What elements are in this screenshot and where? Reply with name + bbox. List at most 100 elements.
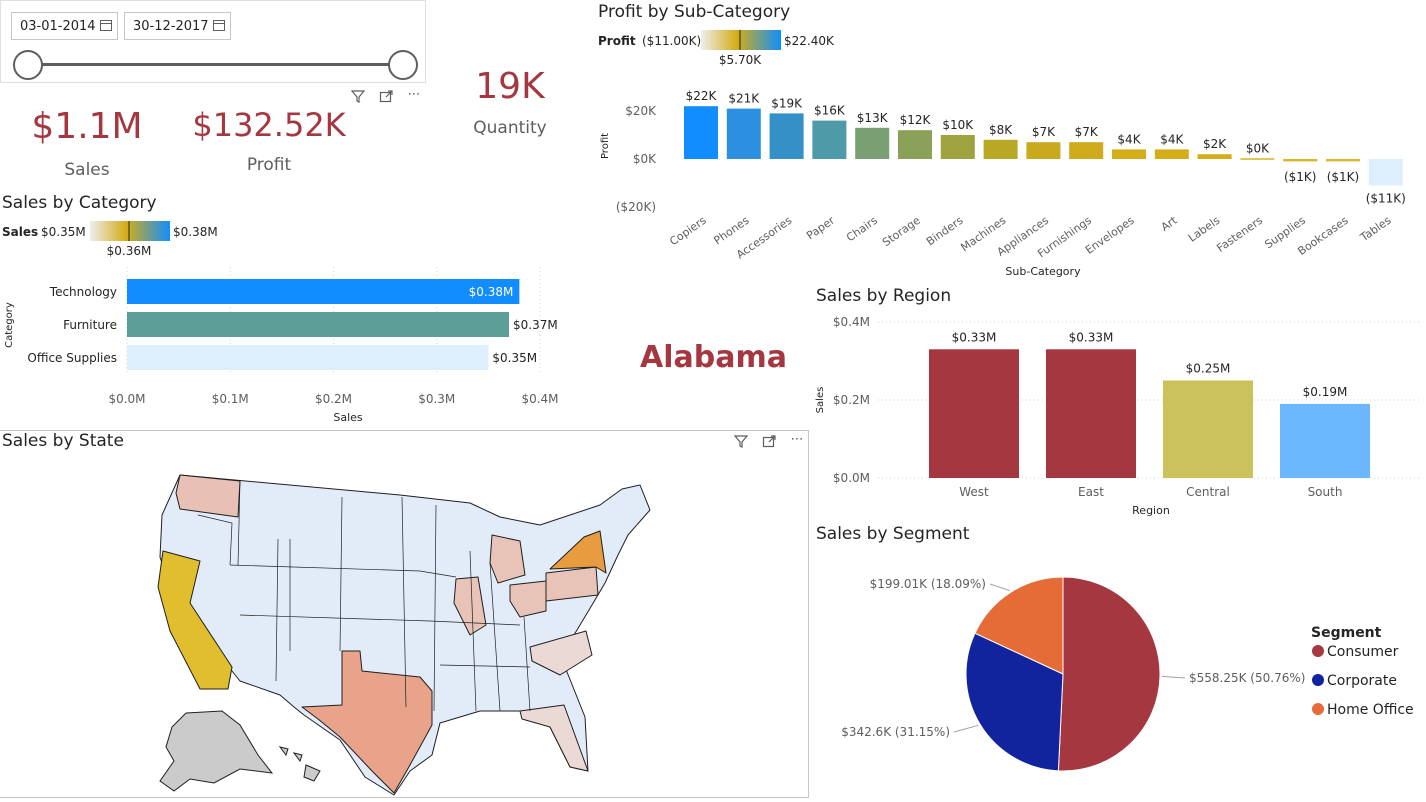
category-data-label: $0.37M [513,318,558,332]
category-x-tick: $0.4M [521,392,558,406]
sales-by-state-map [157,474,651,796]
subcategory-data-label: $19K [771,96,803,110]
subcategory-x-tick: Tables [1357,214,1393,245]
subcategory-bar [1240,158,1275,160]
subcategory-data-label: $7K [1075,125,1099,139]
subcategory-legend-measure: Profit [598,34,636,48]
state-illinois[interactable] [453,576,487,636]
subcategory-x-tick: Fasteners [1214,214,1265,255]
category-legend-gradient [90,221,170,241]
segment-legend-label: Consumer [1327,644,1399,660]
state-pennsylvania[interactable] [545,566,599,602]
subcategory-data-label: $7K [1032,125,1056,139]
state-carolinas[interactable] [529,630,593,676]
subcategory-data-label: $16K [814,104,846,118]
segment-leader-line [1161,675,1186,679]
subcategory-bar [1283,159,1318,162]
state-hawaii[interactable] [278,746,321,782]
start-date-input[interactable]: 03-01-2014 [11,12,118,40]
region-y-tick: $0.0M [833,471,870,485]
sales-kpi-value: $1.1M [31,106,143,147]
quantity-kpi-label: Quantity [473,118,547,138]
more-options-icon[interactable]: ⋯ [407,87,421,102]
category-x-tick: $0.0M [108,392,145,406]
subcategory-x-tick: Paper [804,214,837,243]
subcategory-y-axis-title: Profit [600,133,611,159]
subcategory-bar [940,135,975,159]
region-chart-title: Sales by Region [816,286,952,306]
subcategory-chart-title: Profit by Sub-Category [598,2,791,22]
state-washington[interactable] [175,474,241,518]
calendar-icon[interactable] [100,20,112,31]
focus-mode-icon[interactable] [760,434,778,452]
state-alaska[interactable] [159,710,274,792]
subcategory-bar [1112,149,1146,159]
subcategory-x-axis-title: Sub-Category [1005,265,1081,278]
segment-legend-title: Segment [1311,625,1382,641]
quantity-kpi-value: 19K [475,66,545,107]
profit-by-subcategory-chart: Profit ($11.00K) $22.40K $5.70K $20K $0K (… [598,30,1406,278]
state-texas[interactable] [301,650,433,794]
segment-chart-title: Sales by Segment [816,524,970,544]
filter-icon[interactable] [732,434,750,452]
state-new-york[interactable] [549,530,607,574]
region-bar [929,349,1019,478]
filter-icon[interactable] [349,89,367,107]
slider-handle-end[interactable] [388,50,418,80]
subcategory-data-label: $2K [1203,137,1227,151]
region-x-axis-title: Region [1132,504,1170,517]
subcategory-bar [1368,159,1403,186]
subcategory-x-tick: Storage [880,214,923,249]
subcategory-legend-gradient [701,30,781,50]
subcategory-bar [1326,159,1360,162]
category-bar [127,312,510,337]
start-date-text: 03-01-2014 [20,19,96,34]
subcategory-x-tick: Labels [1186,214,1223,245]
category-legend-mid: $0.36M [107,244,152,258]
subcategory-data-label: $0K [1246,141,1270,155]
subcategory-x-tick: Chairs [844,214,880,245]
subcategory-y-tick: $0K [633,152,657,166]
state-borders [197,480,531,712]
subcategory-x-tick: Copiers [667,214,709,249]
category-data-label: $0.38M [469,285,514,299]
date-slicer [0,0,426,83]
subcategory-y-tick: $20K [625,104,657,118]
slider-handle-start[interactable] [13,50,43,80]
category-legend-measure: Sales [2,225,38,239]
segment-legend-marker [1312,645,1324,657]
subcategory-y-tick: ($20K) [616,200,656,214]
sales-kpi-label: Sales [64,160,110,180]
end-date-input[interactable]: 30-12-2017 [124,12,231,40]
state-michigan[interactable] [489,534,526,584]
subcategory-bar [1069,142,1104,159]
state-california[interactable] [157,550,233,690]
state-florida[interactable] [519,704,589,772]
subcategory-data-label: $13K [857,111,889,125]
sales-by-region-chart: $0.4M $0.2M $0.0M $0.33M West $0.33M East $0.25… [815,315,1421,517]
subcategory-bar [1154,149,1189,159]
more-options-icon[interactable]: ⋯ [790,432,804,447]
state-ohio[interactable] [509,580,547,618]
subcategory-bar [726,108,761,159]
category-bar [127,345,489,370]
sales-by-segment-chart: $558.25K (50.76%) $342.6K (31.15%) $199.01… [841,576,1414,772]
map-chart-title: Sales by State [2,431,124,451]
subcategory-data-label: $4K [1117,132,1141,146]
category-legend-min: $0.35M [41,225,86,239]
subcategory-bar [769,113,804,159]
subcategory-data-label: $12K [900,113,932,127]
region-data-label: $0.25M [1186,362,1231,376]
subcategory-bar [898,130,932,159]
segment-legend-label: Corporate [1327,673,1397,689]
region-x-tick: South [1308,485,1343,499]
focus-mode-icon[interactable] [377,89,395,107]
region-data-label: $0.33M [952,330,997,344]
region-x-tick: East [1078,485,1104,499]
segment-pie-slice [1057,576,1161,772]
category-y-tick: Office Supplies [27,351,117,365]
slider-track[interactable] [28,63,403,66]
subcategory-x-tick: Envelopes [1083,214,1137,257]
region-bar [1280,403,1370,478]
calendar-icon[interactable] [213,20,225,31]
